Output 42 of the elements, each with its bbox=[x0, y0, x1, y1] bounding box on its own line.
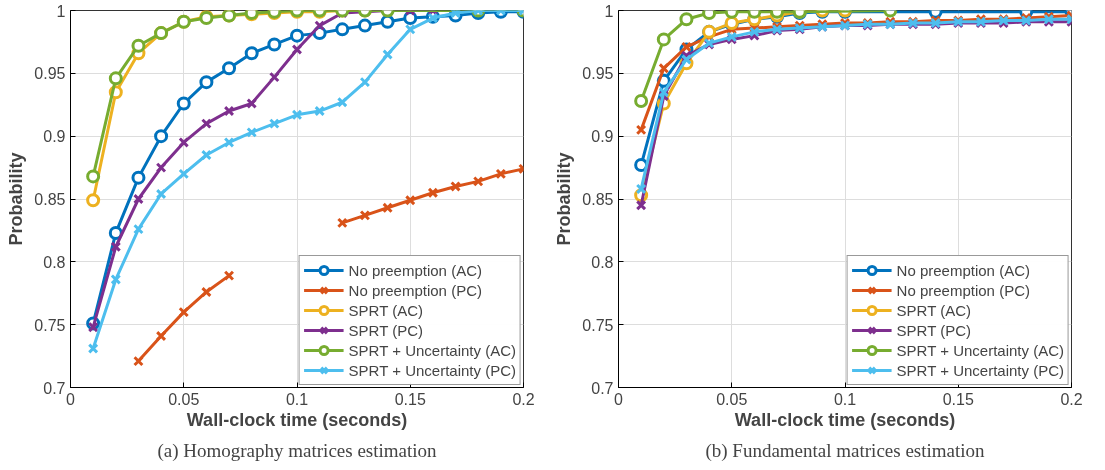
legend-label: SPRT (PC) bbox=[896, 321, 972, 339]
legend-label: SPRT + Uncertainty (AC) bbox=[896, 341, 1064, 359]
y-tick-label: 1 bbox=[56, 2, 66, 20]
legend-label: SPRT + Uncertainty (PC) bbox=[348, 361, 516, 379]
y-tick-label: 0.8 bbox=[591, 253, 614, 271]
x-tick-label: 0.15 bbox=[394, 390, 426, 408]
x-axis-title: Wall-clock time (seconds) bbox=[186, 409, 408, 430]
x-tick-label: 0.1 bbox=[285, 390, 309, 408]
y-tick-label: 1 bbox=[604, 2, 614, 20]
x-tick-label: 0.2 bbox=[1060, 390, 1083, 408]
x-tick-label: 0.15 bbox=[942, 390, 974, 408]
y-tick-label: 0.9 bbox=[43, 128, 66, 146]
y-tick-label: 0.8 bbox=[43, 253, 66, 271]
y-axis-title: Probability bbox=[554, 152, 575, 246]
text: (b) Fundamental matrices estimation bbox=[705, 439, 986, 462]
legend-label: No preemption (AC) bbox=[896, 261, 1030, 279]
y-tick-label: 0.7 bbox=[591, 379, 614, 397]
y-tick-label: 0.7 bbox=[43, 379, 66, 397]
x-tick-label: 0.05 bbox=[716, 390, 748, 408]
y-tick-label: 0.85 bbox=[582, 191, 614, 208]
y-tick-label: 0.95 bbox=[582, 65, 614, 83]
x-tick-label: 0 bbox=[614, 390, 624, 408]
x-tick-label: 0.2 bbox=[512, 390, 535, 408]
legend-label: SPRT (PC) bbox=[348, 321, 424, 339]
legend-label: SPRT (AC) bbox=[348, 301, 424, 319]
x-axis-title: Wall-clock time (seconds) bbox=[734, 409, 956, 430]
x-tick-label: 0 bbox=[66, 390, 76, 408]
legend-label: No preemption (AC) bbox=[348, 261, 482, 279]
y-tick-label: 0.75 bbox=[34, 316, 66, 334]
legend-label: SPRT (AC) bbox=[896, 301, 972, 319]
y-tick-label: 0.85 bbox=[34, 191, 66, 208]
x-tick-label: 0.1 bbox=[833, 390, 857, 408]
y-tick-label: 0.75 bbox=[582, 316, 614, 334]
y-axis-title: Probability bbox=[6, 152, 27, 246]
legend-label: SPRT + Uncertainty (PC) bbox=[896, 361, 1064, 379]
legend-label: No preemption (PC) bbox=[896, 281, 1030, 299]
legend-label: SPRT + Uncertainty (AC) bbox=[348, 341, 516, 359]
x-tick-label: 0.05 bbox=[168, 390, 200, 408]
legend-label: No preemption (PC) bbox=[348, 281, 482, 299]
y-tick-label: 0.9 bbox=[591, 128, 614, 146]
text: (a) Homography matrices estimation bbox=[157, 439, 438, 462]
y-tick-label: 0.95 bbox=[34, 65, 66, 83]
